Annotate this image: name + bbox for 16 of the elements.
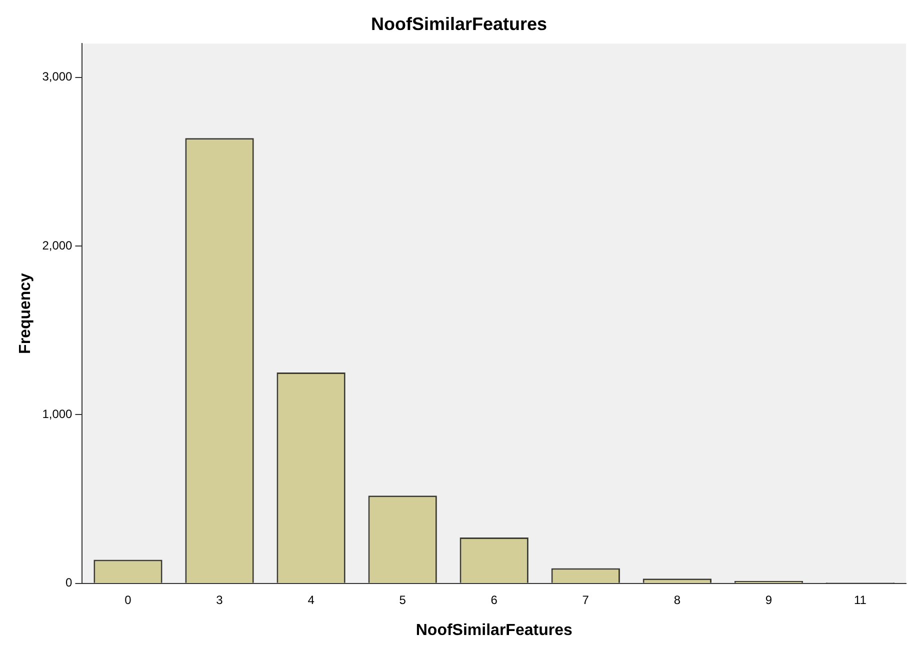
x-tick-label: 11 bbox=[854, 592, 867, 607]
x-tick-label: 0 bbox=[124, 592, 132, 607]
x-tick-label: 3 bbox=[216, 592, 224, 607]
y-tick-label: 1,000 bbox=[42, 407, 73, 422]
x-tick-label: 9 bbox=[765, 592, 772, 607]
x-tick-label: 7 bbox=[582, 592, 590, 607]
y-axis-title: Frequency bbox=[17, 272, 34, 354]
x-tick-label: 5 bbox=[399, 592, 406, 607]
x-axis-title: NoofSimilarFeatures bbox=[416, 622, 572, 639]
y-tick-label: 2,000 bbox=[42, 238, 73, 252]
chart-title: NoofSimilarFeatures bbox=[370, 14, 548, 34]
x-tick-label: 8 bbox=[674, 592, 681, 607]
x-tick-label: 6 bbox=[490, 592, 498, 607]
y-tick-label: 3,000 bbox=[42, 70, 73, 84]
x-tick-label: 4 bbox=[308, 592, 315, 607]
y-tick-label: 0 bbox=[66, 576, 73, 590]
